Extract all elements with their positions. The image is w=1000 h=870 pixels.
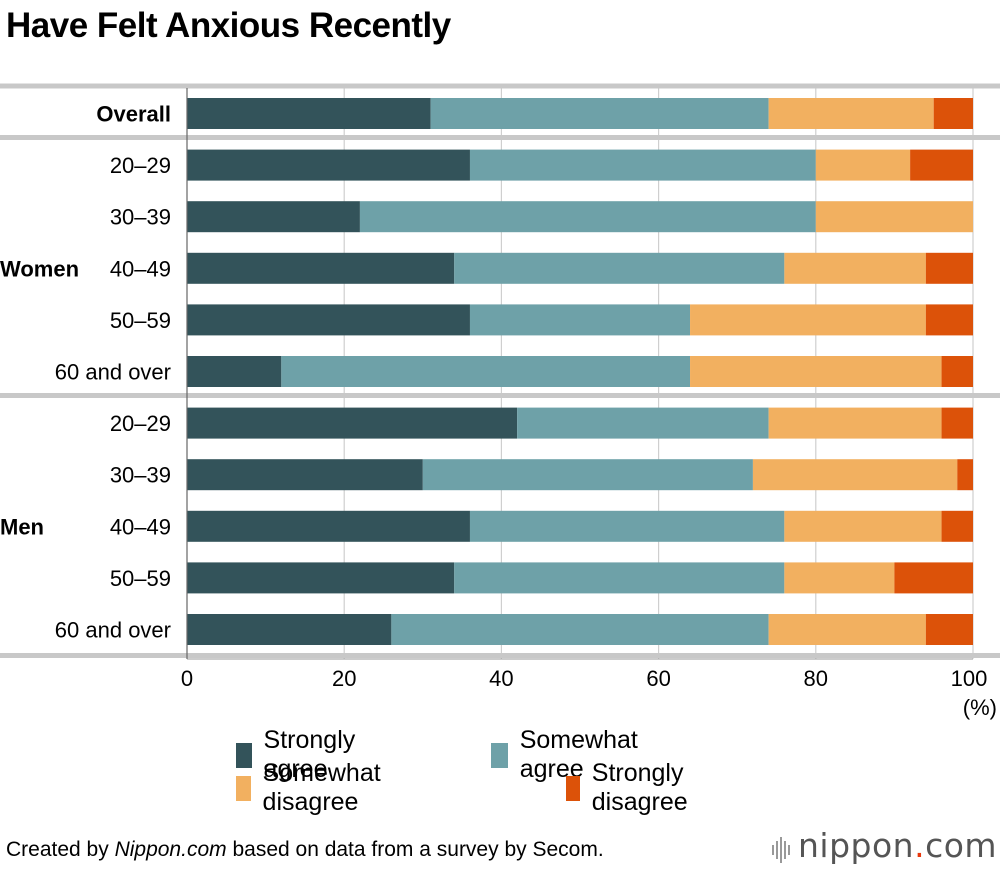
- bar-strongly-disagree-row-0: [933, 98, 973, 129]
- bar-somewhat-disagree-row-9: [784, 562, 895, 594]
- legend-label-somewhat-agree: Somewhat agree: [519, 726, 638, 783]
- bar-somewhat-agree-row-8: [469, 510, 785, 542]
- bar-strongly-disagree-row-8: [941, 510, 973, 542]
- x-axis-unit-label: (%): [963, 695, 997, 720]
- bar-somewhat-disagree-row-4: [690, 304, 926, 336]
- bar-strongly-agree-row-1: [187, 149, 470, 181]
- bar-somewhat-agree-row-3: [454, 252, 785, 284]
- bar-somewhat-disagree-row-3: [784, 252, 926, 284]
- credit-source: Nippon.com: [114, 838, 227, 861]
- bar-somewhat-agree-row-6: [517, 407, 769, 439]
- x-tick-label-40: 40: [489, 666, 513, 691]
- bar-somewhat-agree-row-10: [391, 614, 769, 645]
- category-label-row-2: 30–39: [110, 205, 171, 230]
- legend-item-strongly-agree: Strongly agree: [236, 726, 365, 784]
- x-tick-label-20: 20: [332, 666, 356, 691]
- bar-strongly-disagree-row-1: [910, 149, 973, 181]
- bar-somewhat-disagree-row-10: [768, 614, 926, 645]
- legend-item-strongly-disagree: Strongly disagree: [566, 759, 699, 817]
- bar-strongly-agree-row-2: [187, 201, 360, 233]
- bar-strongly-agree-row-4: [187, 304, 470, 336]
- category-label-row-10: 60 and over: [55, 618, 171, 643]
- brand-bars-icon: [772, 828, 792, 867]
- legend-item-somewhat-disagree: Somewhat disagree: [236, 759, 391, 817]
- bar-somewhat-agree-row-9: [454, 562, 785, 594]
- category-label-row-3: 40–49: [110, 256, 171, 281]
- legend-swatch-somewhat-agree: [491, 742, 508, 768]
- bar-somewhat-disagree-row-8: [784, 510, 942, 542]
- source-credit: Created by Nippon.com based on data from…: [6, 838, 604, 862]
- bar-somewhat-disagree-row-7: [752, 459, 958, 491]
- brand-tld: com: [925, 826, 998, 865]
- legend-label-strongly-disagree: Strongly disagree: [591, 759, 688, 816]
- category-label-row-7: 30–39: [110, 463, 171, 488]
- x-tick-label-80: 80: [804, 666, 828, 691]
- bar-strongly-agree-row-6: [187, 407, 518, 439]
- bar-strongly-disagree-row-4: [925, 304, 973, 336]
- bar-somewhat-agree-row-0: [430, 98, 769, 129]
- bar-somewhat-agree-row-7: [422, 459, 753, 491]
- bar-strongly-agree-row-0: [187, 98, 431, 129]
- group-label-men: Men: [0, 514, 44, 539]
- bar-strongly-agree-row-8: [187, 510, 470, 542]
- bar-strongly-agree-row-10: [187, 614, 392, 645]
- category-label-row-1: 20–29: [110, 153, 171, 178]
- stacked-bar-chart: Overall 20–29 30–39 40–49 50–59 60 and over 20…: [0, 83, 1000, 720]
- legend-swatch-somewhat-disagree: [236, 775, 251, 801]
- legend-label-strongly-agree: Strongly agree: [263, 726, 356, 783]
- category-label-row-9: 50–59: [110, 566, 171, 591]
- legend-item-somewhat-agree: Somewhat agree: [491, 726, 646, 784]
- credit-suffix: based on data from a survey by Secom.: [226, 838, 604, 861]
- bar-strongly-disagree-row-5: [941, 356, 973, 387]
- category-label-row-4: 50–59: [110, 308, 171, 333]
- category-label-row-8: 40–49: [110, 514, 171, 539]
- bar-strongly-agree-row-5: [187, 356, 282, 387]
- brand-logo: nippon.com: [772, 826, 997, 867]
- bar-strongly-agree-row-3: [187, 252, 455, 284]
- x-tick-label-60: 60: [646, 666, 670, 691]
- bar-somewhat-agree-row-2: [359, 201, 816, 233]
- chart-title: Have Felt Anxious Recently: [6, 6, 451, 45]
- bar-somewhat-agree-row-1: [469, 149, 816, 181]
- credit-prefix: Created by: [6, 838, 115, 861]
- brand-name: nippon: [798, 826, 915, 865]
- legend-swatch-strongly-disagree: [566, 775, 580, 801]
- category-label-row-0: Overall: [96, 102, 171, 127]
- category-label-row-5: 60 and over: [55, 360, 171, 385]
- legend-label-somewhat-disagree: Somewhat disagree: [262, 759, 381, 816]
- brand-dot: .: [914, 826, 926, 865]
- bar-strongly-agree-row-7: [187, 459, 423, 491]
- bar-strongly-agree-row-9: [187, 562, 455, 594]
- bar-somewhat-agree-row-5: [281, 356, 691, 387]
- bar-strongly-disagree-row-3: [925, 252, 973, 284]
- category-label-row-6: 20–29: [110, 411, 171, 436]
- x-tick-label-0: 0: [181, 666, 193, 691]
- bar-somewhat-disagree-row-5: [690, 356, 942, 387]
- group-label-women: Women: [0, 256, 79, 281]
- bar-somewhat-disagree-row-1: [815, 149, 911, 181]
- bar-somewhat-disagree-row-6: [768, 407, 942, 439]
- bar-strongly-disagree-row-9: [894, 562, 973, 594]
- bar-somewhat-disagree-row-0: [768, 98, 934, 129]
- bar-strongly-disagree-row-6: [941, 407, 973, 439]
- bar-somewhat-agree-row-4: [469, 304, 691, 336]
- x-tick-label-100: 100: [951, 666, 988, 691]
- bar-somewhat-disagree-row-2: [815, 201, 973, 233]
- bar-strongly-disagree-row-7: [957, 459, 973, 491]
- bar-strongly-disagree-row-10: [925, 614, 973, 645]
- legend-swatch-strongly-agree: [236, 742, 252, 768]
